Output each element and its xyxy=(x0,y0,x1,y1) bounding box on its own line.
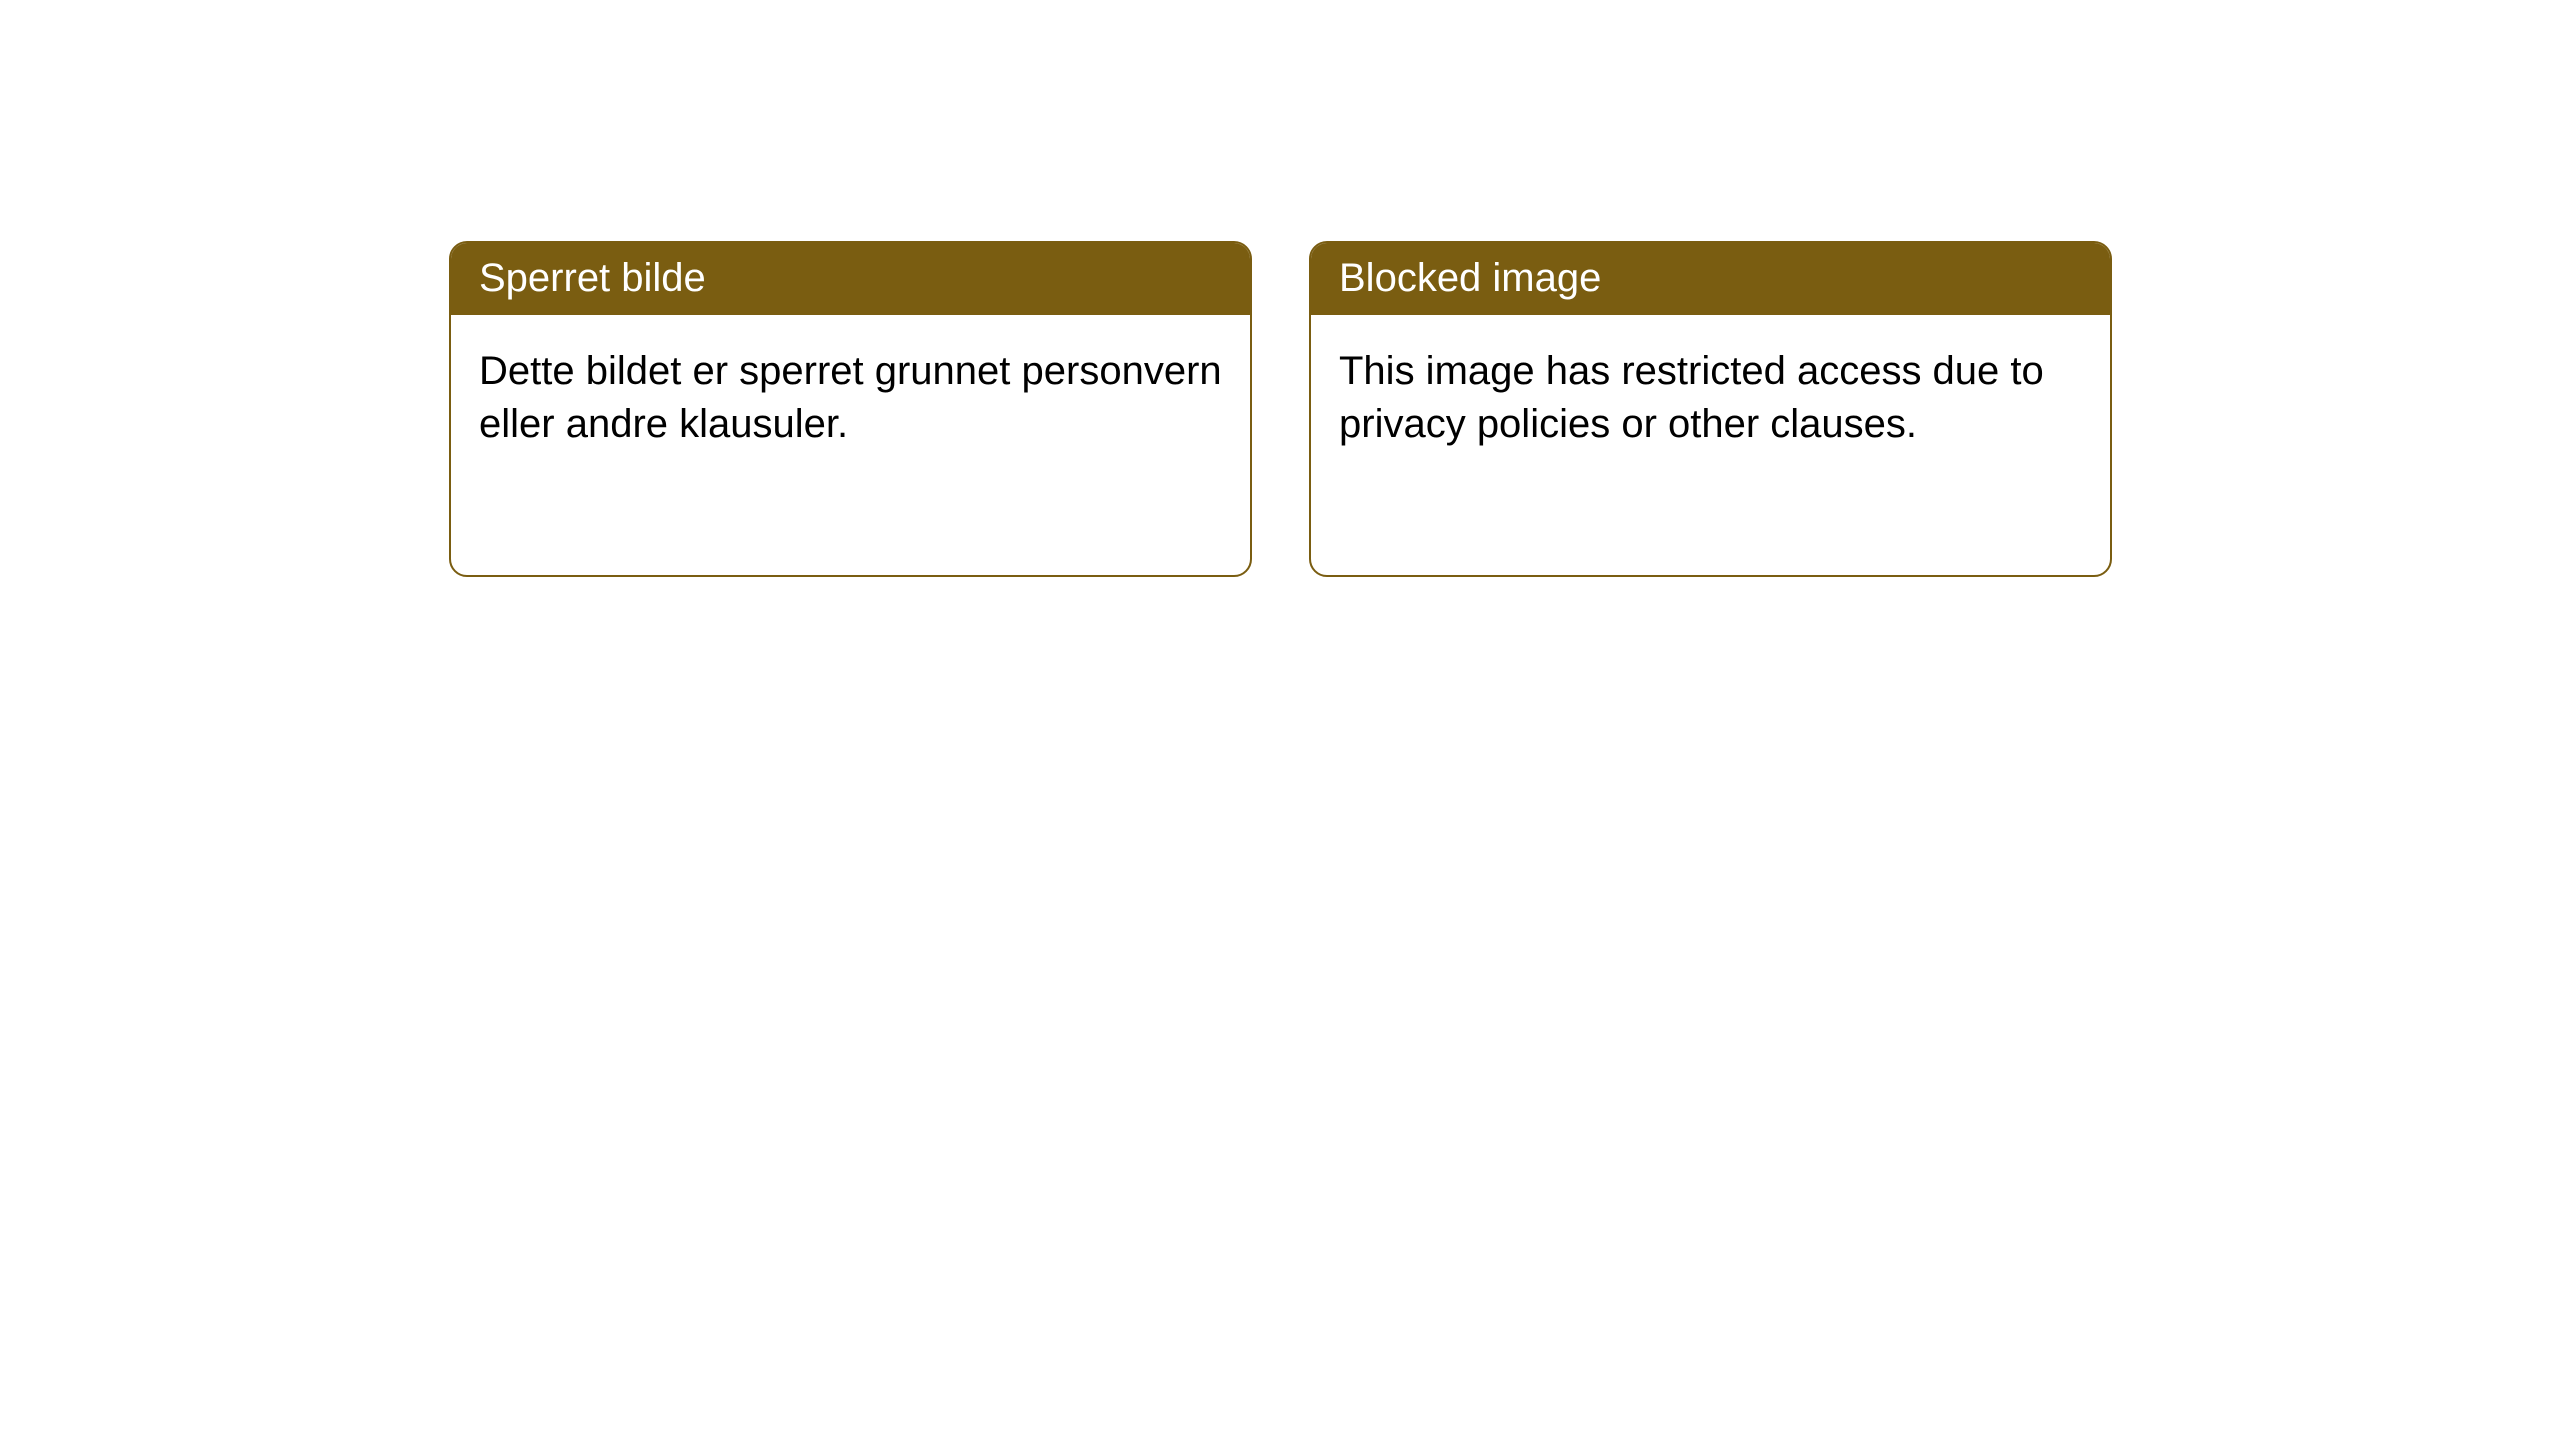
notice-header-english: Blocked image xyxy=(1311,243,2110,315)
notice-message: This image has restricted access due to … xyxy=(1339,349,2044,446)
notice-container: Sperret bilde Dette bildet er sperret gr… xyxy=(449,241,2112,577)
notice-body-norwegian: Dette bildet er sperret grunnet personve… xyxy=(451,315,1250,481)
notice-body-english: This image has restricted access due to … xyxy=(1311,315,2110,481)
notice-header-norwegian: Sperret bilde xyxy=(451,243,1250,315)
notice-card-norwegian: Sperret bilde Dette bildet er sperret gr… xyxy=(449,241,1252,577)
notice-title: Sperret bilde xyxy=(479,256,706,300)
notice-title: Blocked image xyxy=(1339,256,1601,300)
notice-card-english: Blocked image This image has restricted … xyxy=(1309,241,2112,577)
notice-message: Dette bildet er sperret grunnet personve… xyxy=(479,349,1222,446)
